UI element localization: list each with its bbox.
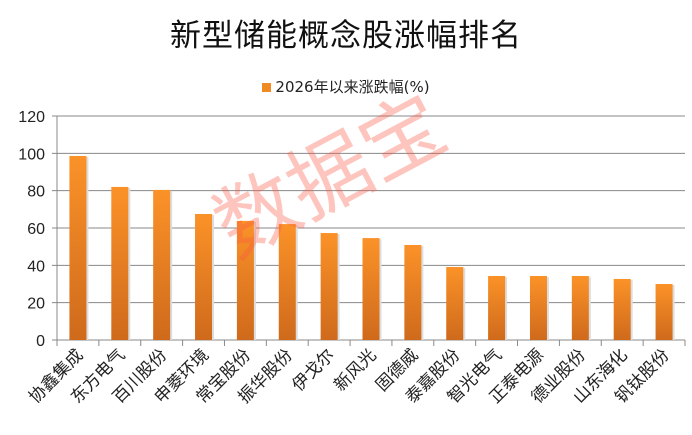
bar: [488, 275, 506, 340]
bar: [236, 220, 254, 340]
y-tick-label: 120: [18, 109, 45, 126]
chart-title: 新型储能概念股涨幅排名: [170, 18, 522, 54]
bar: [571, 275, 589, 340]
bar: [613, 278, 631, 340]
y-tick-label: 60: [27, 221, 45, 238]
bar: [278, 224, 296, 340]
bar: [362, 238, 380, 340]
bar: [320, 233, 338, 340]
bar: [111, 186, 129, 340]
y-tick-label: 100: [18, 146, 45, 163]
y-tick-label: 80: [27, 184, 45, 201]
bar: [446, 267, 464, 340]
x-tick-label: 新风光: [330, 345, 380, 395]
y-tick-label: 0: [36, 333, 45, 350]
y-tick-label: 20: [27, 296, 45, 313]
bar: [69, 155, 87, 340]
bar: [655, 284, 673, 340]
bar: [529, 275, 547, 340]
legend-swatch: [262, 83, 272, 92]
y-tick-label: 40: [27, 258, 45, 275]
bar: [153, 189, 171, 340]
x-tick-label: 伊戈尔: [288, 345, 338, 395]
legend: 2026年以来涨跌幅(%): [0, 76, 692, 97]
bar: [195, 214, 213, 340]
bar: [404, 244, 422, 340]
legend-label: 2026年以来涨跌幅(%): [275, 78, 430, 96]
